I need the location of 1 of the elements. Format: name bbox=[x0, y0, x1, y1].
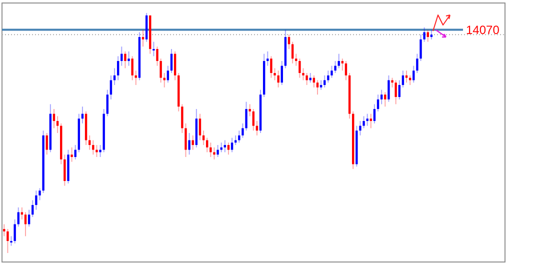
text: 14070 bbox=[466, 22, 500, 37]
